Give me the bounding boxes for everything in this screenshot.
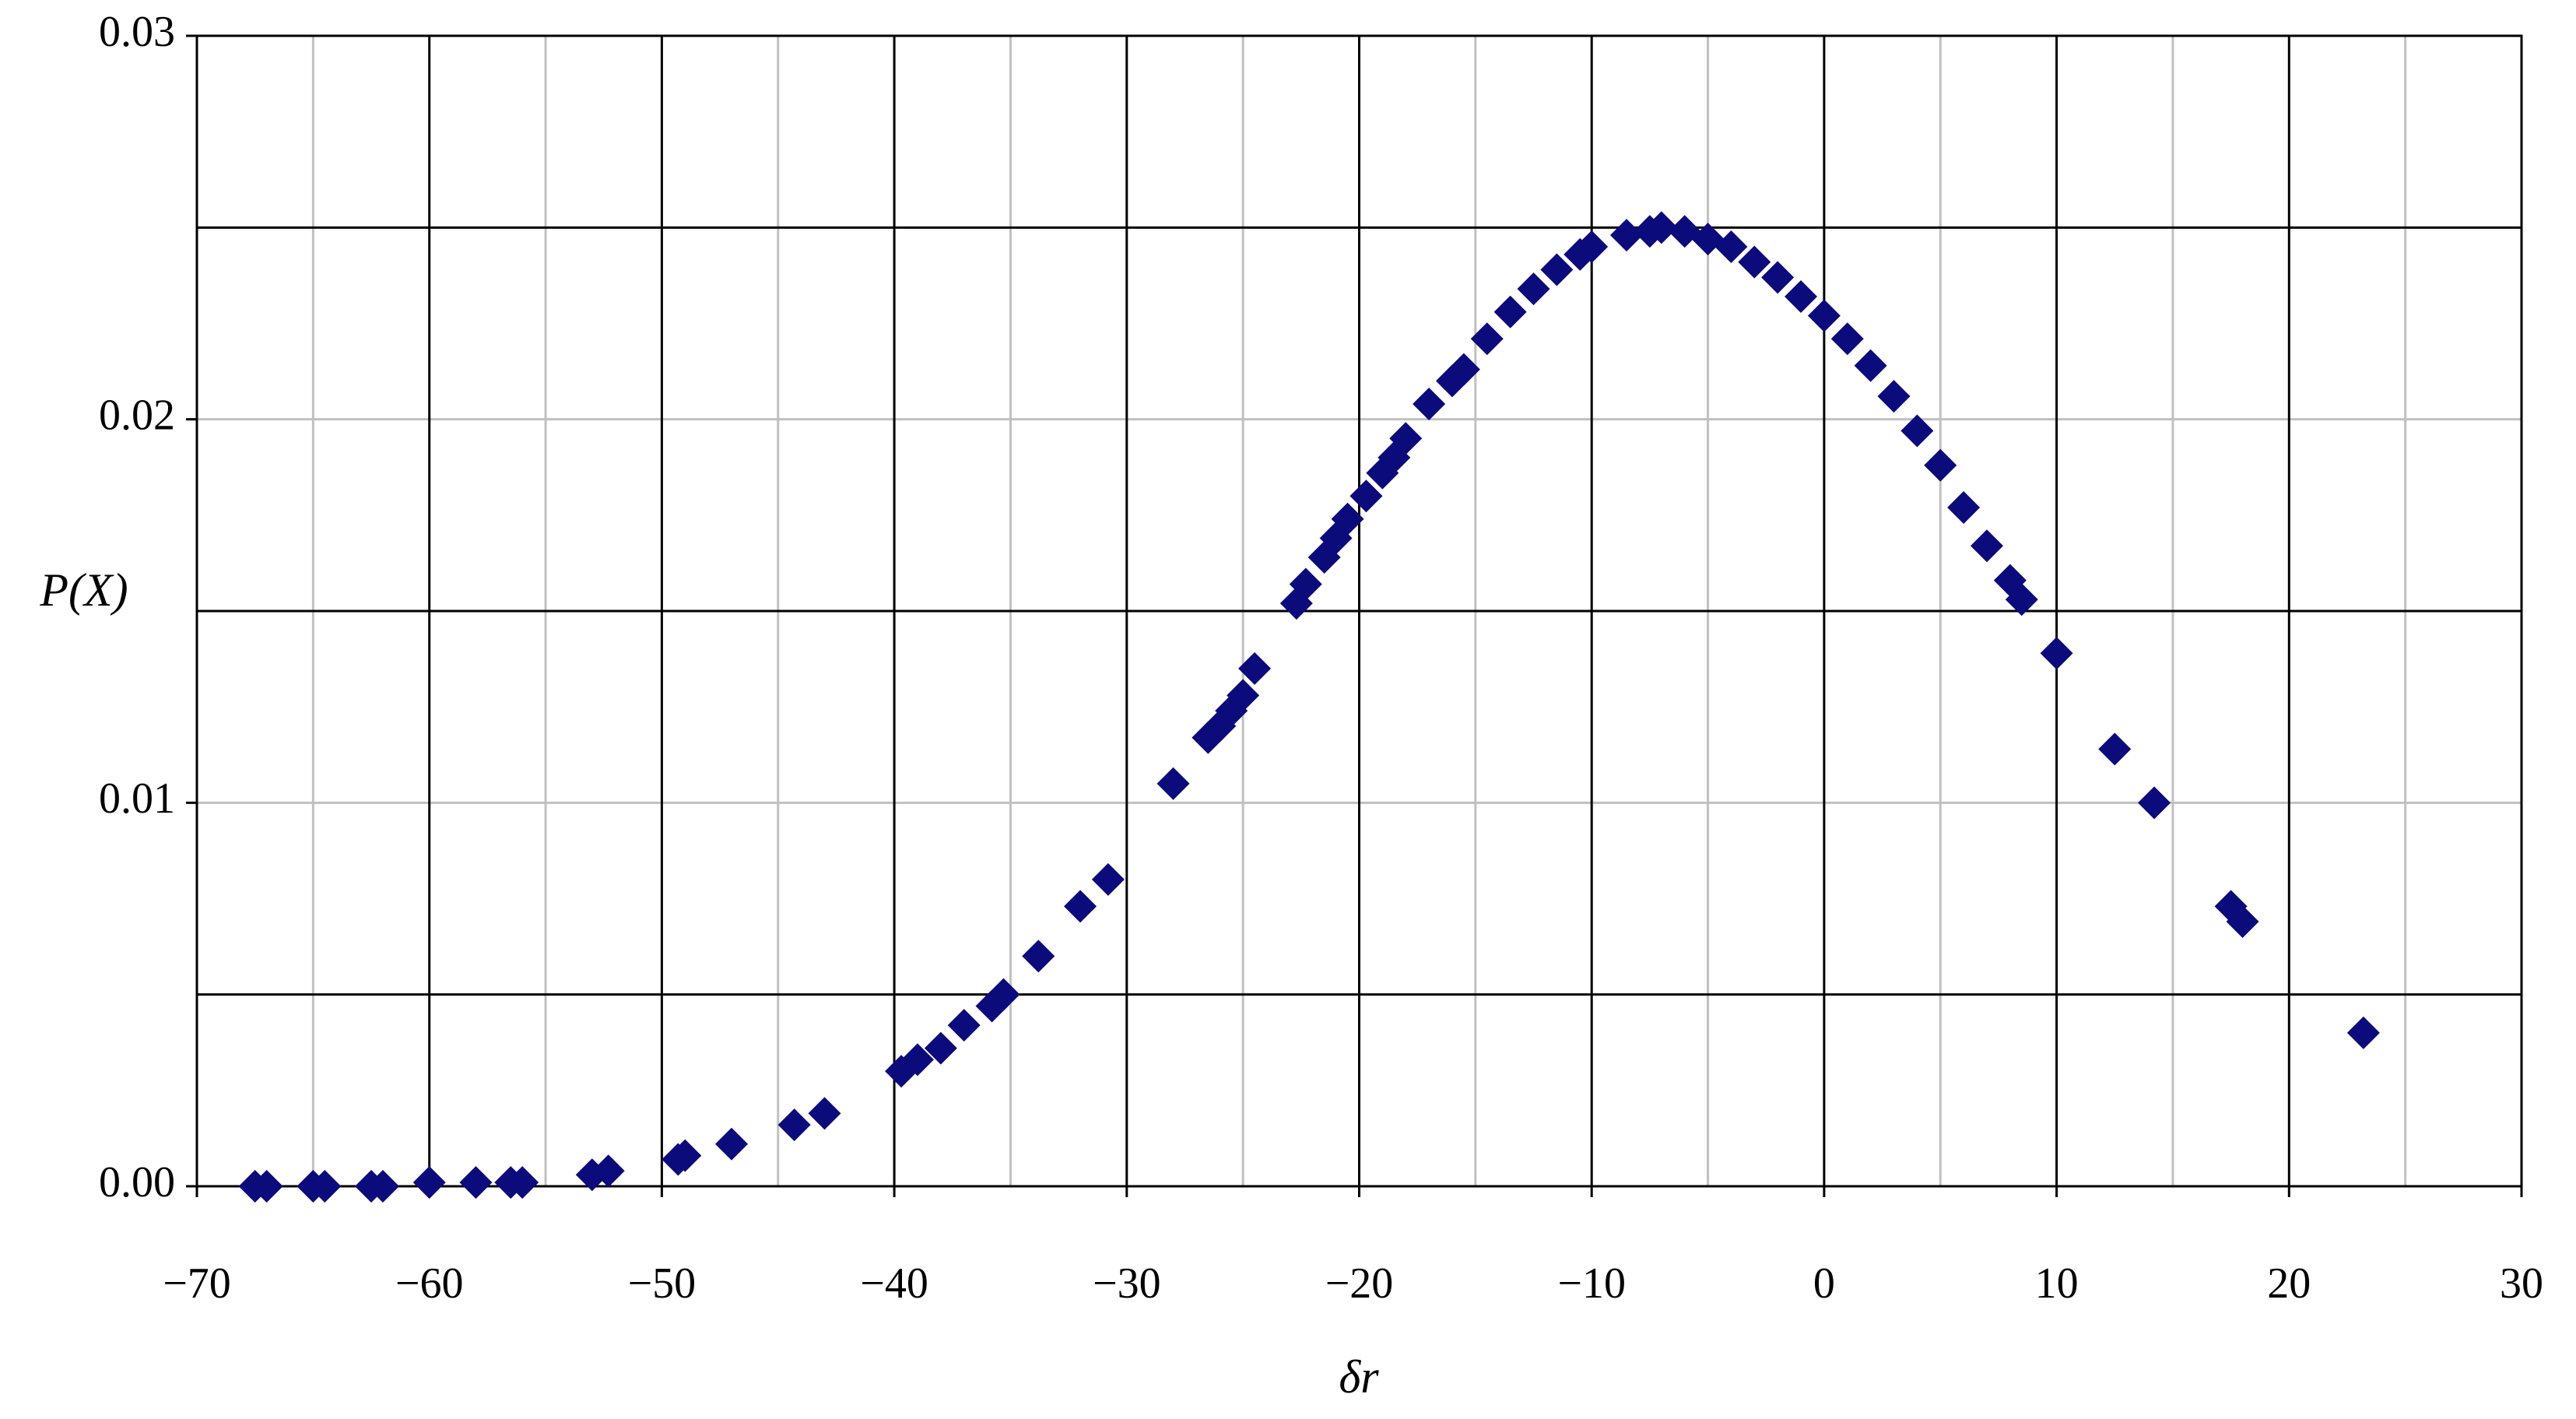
point [2098, 732, 2132, 766]
point [669, 1139, 702, 1172]
point [900, 1043, 934, 1077]
point [1289, 567, 1322, 601]
point [1830, 322, 1864, 356]
point [1389, 422, 1423, 455]
y-tick-label: 0.00 [99, 1158, 175, 1207]
x-tick-label: −60 [395, 1259, 464, 1308]
x-tick-label: −10 [1557, 1259, 1626, 1308]
point [1517, 272, 1550, 306]
y-tick-label: 0.02 [99, 392, 175, 440]
point [1644, 211, 1678, 244]
point [715, 1127, 749, 1161]
point [308, 1170, 342, 1203]
x-tick-label: −20 [1325, 1259, 1394, 1308]
x-tick-label: 0 [1813, 1259, 1835, 1308]
point [1349, 479, 1383, 513]
x-tick-label: −70 [163, 1259, 231, 1308]
point [2040, 637, 2073, 670]
y-axis-label: P(X) [39, 564, 128, 616]
x-tick-label: 20 [2267, 1259, 2311, 1308]
point [2138, 786, 2171, 820]
point [987, 978, 1020, 1011]
point [924, 1031, 957, 1065]
point [506, 1166, 539, 1199]
point [1331, 502, 1364, 536]
plot-frame [195, 34, 2523, 1188]
point [1091, 862, 1125, 896]
point [1807, 299, 1841, 332]
point [1022, 940, 1055, 973]
point [1064, 890, 1097, 923]
x-tick-label: −30 [1093, 1259, 1161, 1308]
point [2005, 583, 2038, 616]
point [777, 1108, 811, 1142]
point [1227, 679, 1260, 712]
point [1761, 261, 1795, 294]
point [412, 1166, 446, 1199]
x-tick-label: 30 [2500, 1259, 2543, 1308]
point [1877, 380, 1911, 413]
point [1575, 230, 1609, 263]
point [2226, 905, 2259, 939]
point [1970, 529, 2003, 563]
point [1854, 349, 1887, 382]
point [366, 1170, 399, 1203]
x-tick-label: −50 [628, 1259, 697, 1308]
point [1238, 652, 1272, 685]
point [1924, 448, 1957, 482]
point [591, 1154, 625, 1188]
y-tick-label: 0.01 [99, 774, 175, 823]
point [1714, 230, 1748, 263]
point [1900, 414, 1934, 448]
point [1470, 322, 1504, 356]
x-tick-label: 10 [2035, 1259, 2079, 1308]
point [2346, 1016, 2380, 1049]
point [1413, 387, 1446, 420]
point [1493, 295, 1527, 328]
point [250, 1170, 283, 1203]
point [459, 1166, 493, 1199]
point [808, 1097, 841, 1130]
x-tick-label: −40 [860, 1259, 928, 1308]
point [1610, 219, 1644, 252]
point [947, 1009, 981, 1042]
point [1738, 245, 1771, 279]
x-axis-label: δr [1339, 1351, 1379, 1403]
point [1947, 490, 1981, 524]
point [1156, 767, 1190, 800]
point [1540, 253, 1574, 286]
y-tick-label: 0.03 [99, 8, 175, 56]
point [1447, 353, 1480, 386]
point [1785, 280, 1818, 314]
